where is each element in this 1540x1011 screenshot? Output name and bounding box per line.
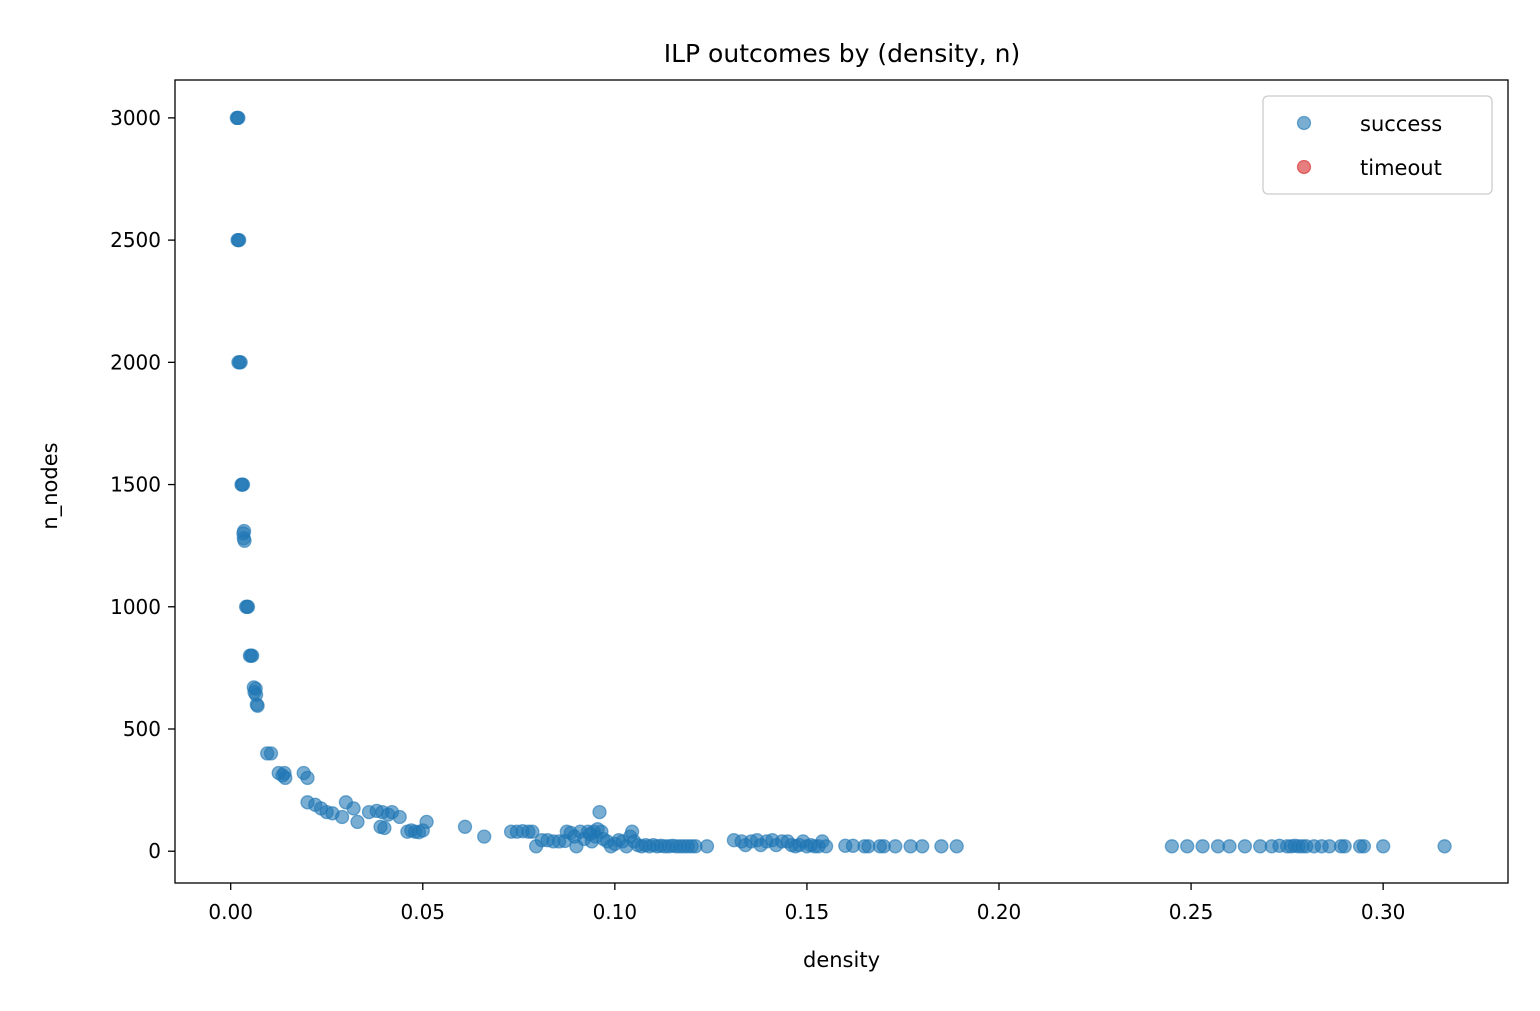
chart-title: ILP outcomes by (density, n): [664, 39, 1021, 68]
x-tick-label: 0.20: [977, 900, 1022, 924]
legend-label-timeout: timeout: [1360, 156, 1442, 180]
point-success-33: [278, 770, 293, 786]
point-success-65: [525, 824, 540, 839]
point-success-140: [888, 839, 903, 854]
y-tick-label: 2000: [110, 350, 161, 374]
point-success-144: [949, 839, 964, 854]
x-axis: 0.00 0.05 0.10 0.15 0.20 0.25 0.30: [208, 883, 1405, 924]
plot-frame: [174, 79, 1509, 884]
point-success-18: [240, 599, 256, 614]
point-success-133: [818, 839, 834, 854]
point-success-8: [233, 355, 248, 370]
x-tick-label: 0.15: [785, 900, 830, 924]
y-axis-label: n_nodes: [38, 442, 63, 529]
point-success-150: [1237, 839, 1253, 854]
point-success-84: [592, 804, 607, 820]
point-success-167: [1376, 839, 1391, 854]
point-success-43: [346, 801, 361, 816]
point-success-143: [934, 839, 949, 854]
point-success-11: [235, 477, 251, 492]
y-axis: 0 500 1000 1500 2000 2500 3000: [110, 106, 175, 863]
point-success-168: [1437, 839, 1452, 854]
y-tick-label: 1500: [110, 473, 161, 497]
y-tick-label: 500: [123, 717, 161, 741]
legend-label-success: success: [1360, 112, 1442, 136]
point-success-166: [1356, 839, 1372, 854]
point-success-5: [232, 232, 247, 248]
x-tick-label: 0.05: [401, 900, 446, 924]
point-success-142: [915, 839, 930, 854]
x-tick-label: 0.30: [1361, 900, 1406, 924]
legend-box: [1262, 95, 1493, 195]
point-success-59: [457, 819, 473, 834]
legend-marker-success: [1296, 115, 1312, 131]
point-success-164: [1337, 839, 1352, 854]
x-tick-label: 0.25: [1169, 900, 1214, 924]
legend-marker-timeout: [1296, 159, 1312, 175]
y-tick-label: 2500: [110, 228, 161, 252]
y-tick-label: 3000: [110, 106, 161, 130]
point-success-50: [392, 809, 407, 825]
point-success-35: [300, 770, 315, 786]
point-success-52: [377, 820, 392, 836]
point-success-44: [350, 814, 365, 830]
point-success-112: [699, 839, 715, 854]
point-success-2: [231, 110, 246, 126]
point-success-21: [245, 648, 260, 663]
y-tick-label: 0: [148, 839, 161, 863]
x-tick-label: 0.00: [208, 900, 253, 924]
x-axis-label: density: [803, 948, 880, 972]
point-success-29: [263, 746, 279, 761]
points-layer: [229, 110, 1452, 854]
point-success-145: [1164, 839, 1180, 854]
y-tick-label: 1000: [110, 595, 161, 619]
point-success-27: [250, 698, 265, 713]
point-success-42: [334, 809, 350, 825]
point-success-146: [1180, 839, 1195, 854]
point-success-58: [419, 814, 434, 830]
point-success-15: [237, 533, 252, 548]
point-success-149: [1222, 839, 1237, 854]
legend: success timeout: [1262, 95, 1493, 195]
x-tick-label: 0.10: [593, 900, 638, 924]
point-success-60: [477, 829, 492, 844]
point-success-147: [1195, 839, 1210, 854]
